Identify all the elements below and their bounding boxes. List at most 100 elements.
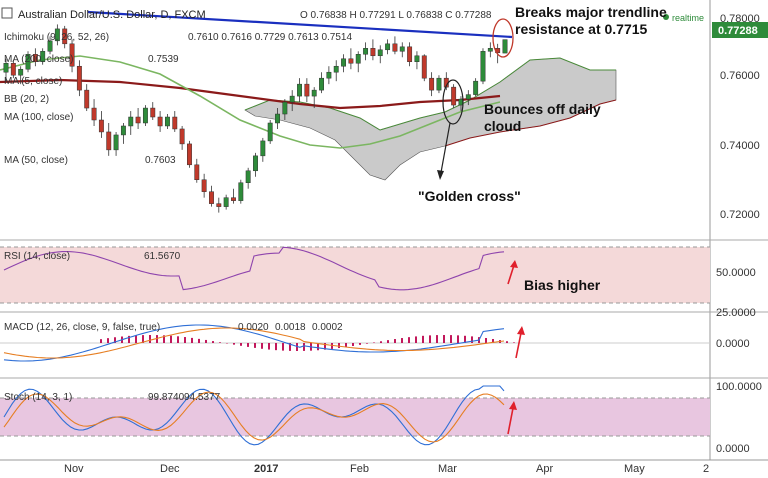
macd-value: 0.0018	[275, 322, 306, 333]
macd-histogram-bar	[163, 335, 165, 343]
macd-signal-line	[3, 327, 505, 359]
macd-histogram-bar	[513, 342, 515, 343]
indicator-label[interactable]: BB (20, 2)	[4, 94, 49, 105]
candle-body	[436, 77, 442, 91]
macd-histogram-bar	[107, 338, 109, 343]
rsi-label[interactable]: RSI (14, close)	[4, 251, 70, 262]
candle-body	[304, 83, 310, 97]
rsi-tick: 50.0000	[716, 267, 756, 279]
rsi-line	[3, 246, 505, 291]
macd-label[interactable]: MACD (12, 26, close, 9, false, true)	[4, 322, 160, 333]
indicator-label[interactable]: MA (5, close)	[4, 76, 62, 87]
macd-histogram-bar	[212, 341, 214, 343]
time-tick: Nov	[64, 463, 84, 475]
candle-body	[3, 62, 9, 73]
candle-body	[54, 28, 60, 42]
candle-body	[157, 116, 163, 127]
candle-body	[451, 86, 457, 106]
macd-histogram-bar	[373, 342, 375, 343]
candle-body	[465, 94, 471, 100]
macd-histogram-bar	[492, 338, 494, 343]
candle-body	[76, 65, 82, 91]
macd-histogram	[100, 335, 515, 351]
candle-body	[194, 164, 200, 180]
candle-body	[47, 40, 53, 52]
macd-histogram-bar	[450, 335, 452, 343]
macd-histogram-bar	[100, 339, 102, 343]
stoch-label[interactable]: Stoch (14, 3, 1)	[4, 392, 72, 403]
annotation-breaks: Breaks major trendline	[515, 4, 667, 20]
macd-histogram-bar	[219, 342, 221, 343]
macd-histogram-bar	[128, 335, 130, 343]
macd-histogram-bar	[457, 335, 459, 343]
indicator-label[interactable]: MA (200, close)	[4, 54, 73, 65]
stoch-band	[0, 398, 710, 436]
time-tick: Feb	[350, 463, 369, 475]
candle-body	[260, 140, 266, 157]
candle-body	[282, 101, 288, 115]
candle-body	[421, 55, 427, 79]
macd-arrowhead	[517, 326, 525, 335]
macd-line	[3, 324, 505, 362]
macd-tick: 0.0000	[716, 338, 750, 350]
candle-body	[480, 51, 486, 82]
macd-histogram-bar	[282, 343, 284, 351]
indicator-legend: Ichimoku (9, 26, 52, 26) 0.7610 0.7616 0…	[4, 32, 352, 166]
candle-body	[429, 77, 435, 91]
macd-histogram-bar	[443, 335, 445, 343]
stoch-k-line	[3, 385, 505, 446]
candle-body	[209, 191, 214, 204]
candle-body	[377, 49, 383, 57]
candle-body	[25, 54, 31, 70]
golden-cross-arrowhead	[437, 170, 444, 180]
macd-histogram-bar	[135, 335, 137, 343]
golden-cross-circle	[442, 79, 464, 125]
macd-histogram-bar	[401, 338, 403, 343]
indicator-label[interactable]: MA (100, close)	[4, 112, 73, 123]
candle-body	[150, 107, 156, 118]
stoch-arrowhead	[509, 401, 517, 410]
macd-histogram-bar	[338, 343, 340, 349]
candle-body	[370, 48, 376, 57]
macd-histogram-bar	[149, 335, 151, 343]
resistance-trendline	[87, 10, 513, 39]
macd-histogram-bar	[345, 343, 347, 348]
indicator-label[interactable]: MA (50, close)	[4, 155, 68, 166]
macd-histogram-bar	[233, 343, 235, 345]
stoch-value: 94.5377	[184, 392, 221, 403]
candle-body	[355, 54, 361, 64]
candle-body	[120, 125, 126, 136]
cloud-span-b	[444, 99, 617, 147]
macd-histogram-bar	[506, 341, 508, 343]
price-tick: 0.72000	[720, 209, 760, 221]
candle-body	[172, 116, 178, 130]
candle-body	[216, 203, 222, 207]
time-tick: 2017	[254, 463, 278, 475]
macd-histogram-bar	[156, 335, 158, 343]
candle-body	[69, 43, 75, 67]
candle-body	[297, 83, 302, 97]
collapse-icon[interactable]	[1, 7, 13, 19]
candle-body	[319, 77, 324, 91]
macd-histogram-bar	[429, 335, 431, 343]
macd-histogram-bar	[170, 335, 172, 343]
indicator-label[interactable]: Ichimoku (9, 26, 52, 26)	[4, 32, 109, 43]
macd-histogram-bar	[359, 343, 361, 345]
macd-value: 0.0020	[238, 322, 269, 333]
candle-body	[128, 116, 134, 127]
candle-body	[245, 170, 251, 183]
macd-histogram-bar	[394, 339, 396, 343]
macd-histogram-bar	[275, 343, 277, 351]
macd-histogram-bar	[408, 337, 410, 343]
macd-histogram-bar	[380, 341, 382, 343]
price-tick: 0.76000	[720, 70, 760, 82]
macd-histogram-bar	[191, 337, 193, 343]
candle-body	[392, 43, 398, 52]
candle-body	[62, 28, 68, 45]
candle-body	[179, 128, 185, 145]
macd-histogram-bar	[464, 335, 466, 343]
macd-histogram-bar	[247, 343, 249, 347]
candle-body	[106, 131, 112, 151]
annotation-golden-cross: "Golden cross"	[418, 188, 521, 204]
candle-body	[385, 43, 391, 51]
